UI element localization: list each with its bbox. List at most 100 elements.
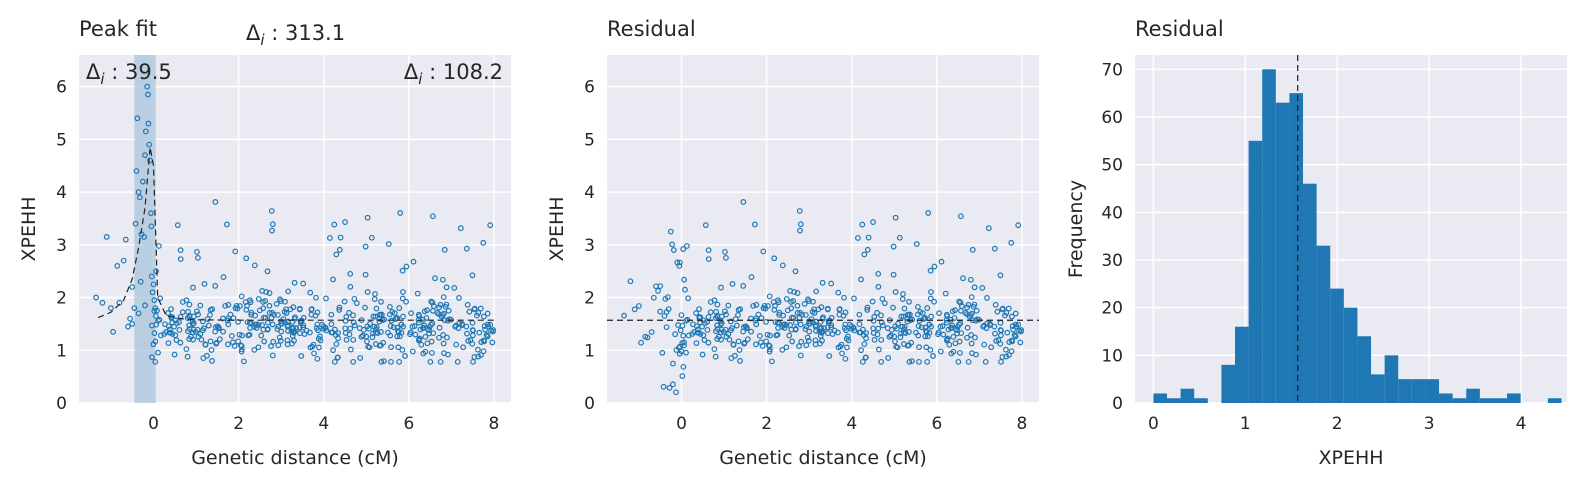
data-point — [670, 381, 676, 388]
data-point — [797, 309, 804, 316]
data-point — [638, 339, 644, 346]
data-point — [148, 273, 155, 280]
data-point — [269, 309, 276, 316]
data-point — [797, 352, 804, 359]
panel-title: Peak fit — [79, 17, 157, 41]
data-point — [440, 294, 447, 301]
data-point — [927, 267, 934, 274]
data-point — [393, 315, 400, 322]
data-point — [192, 328, 199, 335]
data-point — [937, 323, 944, 330]
data-point — [183, 346, 190, 353]
data-point — [145, 120, 152, 127]
data-point — [154, 307, 160, 314]
histogram-bar — [1180, 388, 1195, 403]
data-point — [870, 325, 877, 332]
data-point — [332, 332, 339, 338]
data-point — [136, 194, 143, 201]
data-point — [216, 336, 223, 343]
data-point — [269, 221, 276, 228]
data-point — [899, 296, 906, 302]
data-point — [783, 344, 790, 351]
data-point — [657, 283, 664, 290]
data-point — [842, 309, 849, 316]
data-point — [946, 341, 953, 348]
data-point — [266, 290, 273, 296]
histogram-bar — [1153, 393, 1167, 403]
histogram-bar — [1357, 336, 1372, 403]
data-point — [648, 329, 655, 335]
data-point — [999, 354, 1006, 360]
x-tick-label: 8 — [1017, 414, 1028, 434]
data-point — [225, 321, 232, 328]
data-point — [336, 246, 343, 253]
data-point — [176, 326, 183, 333]
data-point — [356, 325, 363, 332]
data-point — [805, 296, 811, 303]
data-point — [723, 333, 730, 340]
data-point — [705, 339, 712, 346]
data-point — [137, 278, 144, 285]
data-point — [727, 318, 734, 325]
y-tick-label: 50 — [1101, 156, 1123, 176]
data-point — [212, 282, 219, 289]
data-point — [464, 301, 471, 308]
data-point — [970, 303, 977, 310]
data-point — [142, 302, 148, 309]
data-point — [727, 327, 734, 334]
data-point — [426, 323, 433, 330]
data-point — [906, 298, 912, 305]
data-point — [153, 268, 159, 275]
data-point — [410, 258, 417, 265]
data-point — [277, 296, 283, 303]
data-point — [440, 332, 446, 338]
data-point — [373, 305, 380, 312]
data-point — [149, 289, 156, 296]
data-point — [821, 325, 827, 331]
data-point — [246, 331, 253, 338]
data-point — [957, 349, 963, 356]
x-tick-label: 3 — [1424, 414, 1435, 434]
data-point — [1010, 326, 1016, 333]
data-point — [923, 344, 930, 351]
data-point — [942, 290, 949, 297]
data-point — [202, 341, 209, 348]
y-tick-label: 6 — [584, 78, 595, 98]
data-point — [428, 298, 435, 305]
data-point — [1017, 339, 1024, 346]
data-point — [314, 355, 321, 362]
data-point — [750, 302, 757, 309]
data-point — [680, 246, 687, 252]
data-point — [336, 307, 343, 313]
residual-histogram-panel: 0 1 2 3 4 0 10 20 30 40 50 60 70 Residual XPEHH Fre… — [1065, 17, 1567, 469]
data-point — [968, 294, 975, 301]
data-point — [733, 322, 740, 329]
data-point — [387, 303, 393, 310]
data-point — [145, 91, 151, 98]
data-point — [157, 295, 164, 302]
data-point — [409, 348, 416, 355]
data-point — [165, 340, 172, 347]
data-point — [416, 313, 423, 320]
data-point — [308, 306, 315, 312]
data-point — [275, 342, 282, 349]
data-point — [993, 337, 1000, 344]
data-point — [964, 324, 971, 331]
data-point — [172, 332, 179, 339]
data-point — [480, 239, 487, 246]
data-point — [776, 309, 783, 316]
data-point — [945, 326, 952, 333]
data-point — [380, 339, 387, 346]
x-tick-label: 8 — [489, 414, 500, 434]
data-point — [682, 286, 688, 293]
data-point — [139, 178, 146, 185]
y-tick-label: 1 — [56, 341, 67, 361]
data-point — [290, 325, 297, 332]
data-point — [460, 344, 467, 351]
data-point — [965, 358, 972, 365]
data-point — [274, 312, 281, 318]
data-point — [1009, 338, 1016, 345]
data-point — [980, 323, 987, 330]
data-point — [183, 297, 190, 304]
data-point — [333, 341, 340, 348]
